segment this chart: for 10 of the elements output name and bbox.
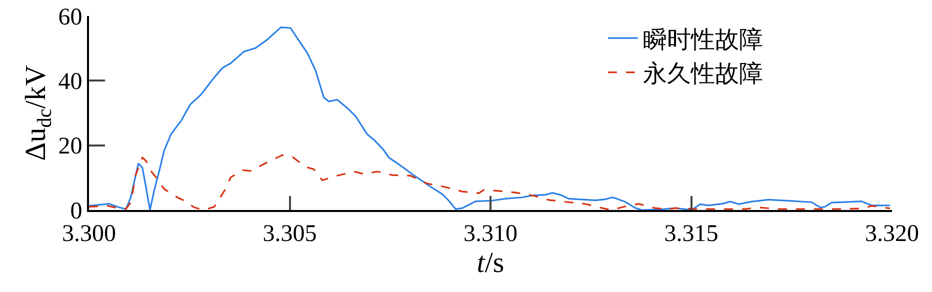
legend-label: 瞬时性故障 [642,26,763,54]
x-tick-label: 3.305 [262,220,317,247]
x-tick-label: 3.310 [464,220,518,247]
legend-label: 永久性故障 [642,60,763,88]
y-tick-label: 60 [58,4,82,30]
x-tick-label: 3.315 [664,220,718,247]
y-tick-label: 40 [58,69,82,96]
x-tick-label: 3.320 [865,220,919,247]
x-axis-title: t/s [476,247,504,280]
y-tick-label: 20 [58,134,82,160]
